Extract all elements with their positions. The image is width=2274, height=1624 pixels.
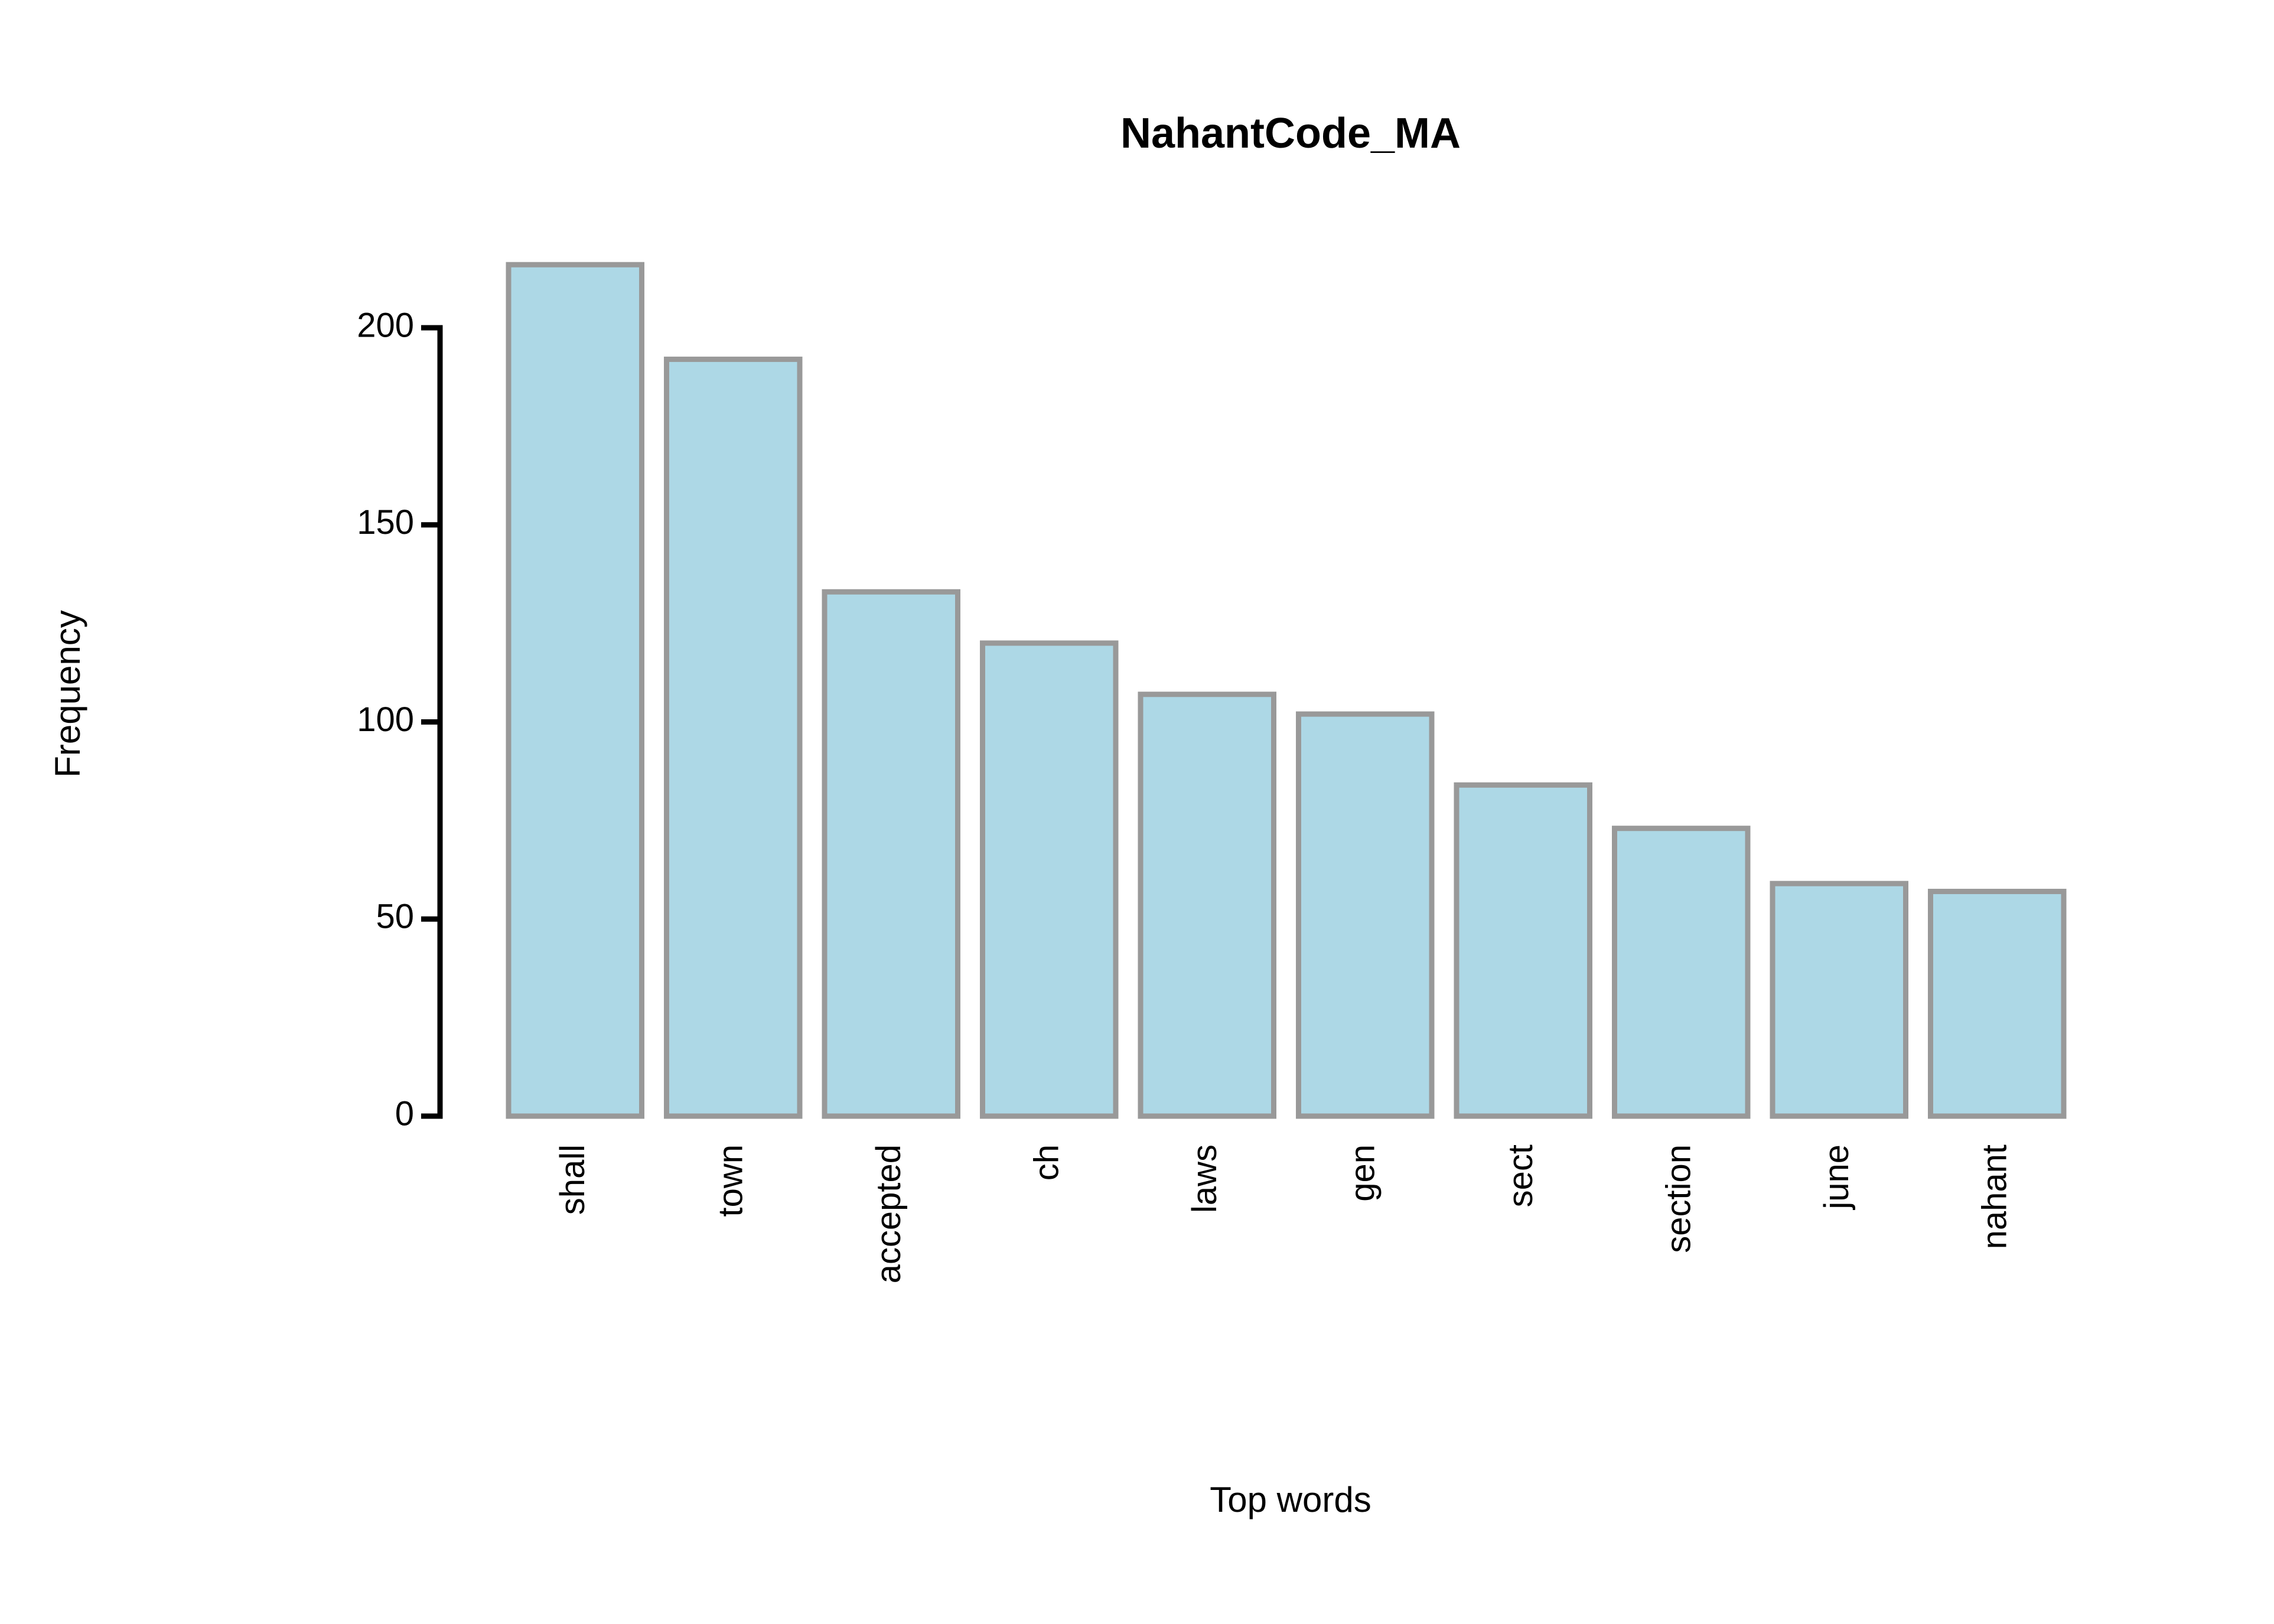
x-tick-labels: shall town accepted ch laws gen sect section jun… [553, 1144, 2014, 1283]
x-tick-label: laws [1185, 1144, 1224, 1213]
bar-sect [1454, 782, 1592, 1119]
x-tick-label: shall [553, 1144, 592, 1215]
x-tick-label: nahant [1976, 1144, 2014, 1249]
x-tick-label: june [1817, 1144, 1856, 1211]
x-tick-label: town [712, 1144, 750, 1217]
bar-accepted [822, 589, 960, 1119]
bars-layer [506, 262, 2067, 1119]
x-tick-label: section [1660, 1144, 1698, 1253]
x-tick-label: sect [1501, 1144, 1540, 1207]
bar-ch [980, 640, 1119, 1119]
x-tick-label: ch [1028, 1144, 1066, 1181]
x-tick-label: accepted [869, 1144, 908, 1283]
bar-nahant [1928, 889, 2067, 1119]
y-axis: 0 50 100 150 200 [357, 306, 443, 1133]
bar-laws [1138, 692, 1276, 1119]
bar-june [1770, 881, 1908, 1119]
y-tick-label: 150 [357, 503, 414, 542]
bar-town [664, 356, 803, 1119]
bar-shall [506, 262, 644, 1119]
y-tick-label: 200 [357, 306, 414, 344]
bar-gen [1296, 711, 1435, 1119]
y-tick-label: 0 [395, 1094, 414, 1133]
y-tick-label: 50 [376, 898, 414, 936]
bar-section [1612, 826, 1751, 1119]
x-tick-label: gen [1344, 1144, 1382, 1202]
x-axis-label: Top words [1210, 1480, 1371, 1519]
y-axis-label: Frequency [48, 610, 87, 777]
y-tick-label: 100 [357, 700, 414, 739]
chart-title: NahantCode_MA [1120, 110, 1461, 157]
